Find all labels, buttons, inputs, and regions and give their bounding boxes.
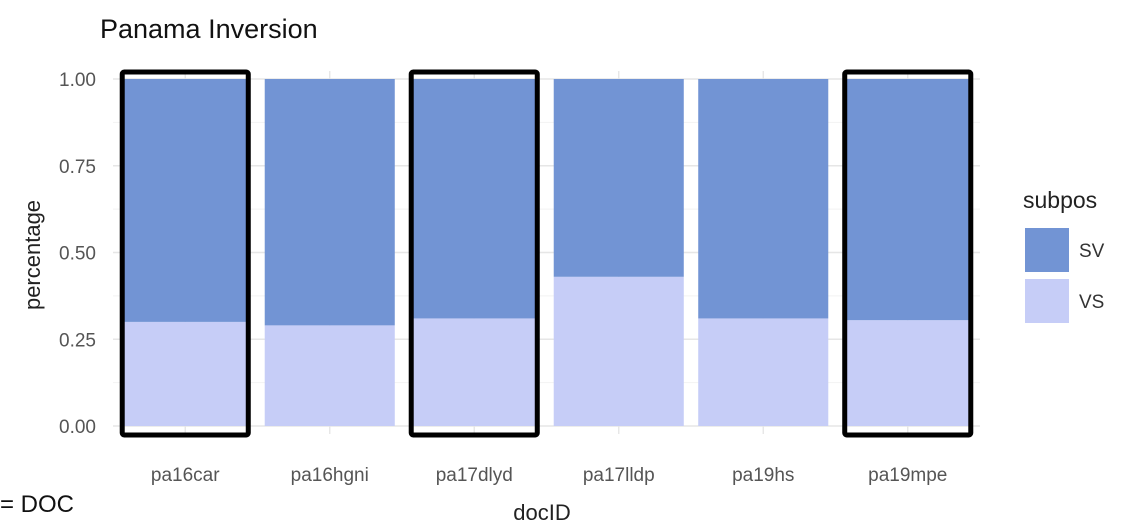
legend-swatch-vs xyxy=(1025,279,1069,323)
x-axis-ticks: pa16car pa16hgni pa17dlyd pa17lldp pa19hs pa1… xyxy=(151,465,947,486)
bar-vs-pa19mpe xyxy=(842,320,973,426)
bar-vs-pa16hgni xyxy=(264,325,395,426)
x-tick-label: pa17lldp xyxy=(583,465,655,486)
highlight-boxes xyxy=(119,69,974,438)
bars xyxy=(120,79,973,426)
x-tick-label: pa16hgni xyxy=(291,465,369,486)
x-tick-label: pa19mpe xyxy=(868,465,947,486)
highlight-box-pa17dlyd xyxy=(408,69,540,438)
x-tick-label: pa16car xyxy=(151,465,220,486)
y-tick-label: 1.00 xyxy=(59,70,96,91)
bar-vs-pa19hs xyxy=(698,318,829,426)
bar-sv-pa19hs xyxy=(698,79,829,319)
legend-label-vs: VS xyxy=(1079,292,1104,313)
y-tick-label: 0.25 xyxy=(59,330,96,351)
y-tick-label: 0.50 xyxy=(59,244,96,265)
x-tick-label: pa17dlyd xyxy=(436,465,513,486)
legend: subpos SV VS xyxy=(1023,187,1105,323)
y-axis-label: percentage xyxy=(20,200,45,310)
bar-vs-pa17dlyd xyxy=(409,318,540,426)
footnote: = DOC xyxy=(0,491,75,518)
y-tick-label: 0.75 xyxy=(59,157,96,178)
highlight-box-pa16car xyxy=(119,69,251,438)
legend-swatch-sv xyxy=(1025,228,1069,272)
bar-sv-pa16car xyxy=(120,79,251,322)
bar-sv-pa16hgni xyxy=(264,79,395,326)
x-tick-label: pa19hs xyxy=(732,465,794,486)
bar-sv-pa17dlyd xyxy=(409,79,540,319)
bar-sv-pa19mpe xyxy=(842,79,973,321)
highlight-box-pa19mpe xyxy=(842,69,974,438)
bar-vs-pa16car xyxy=(120,321,251,426)
legend-title: subpos xyxy=(1023,187,1097,213)
bar-sv-pa17lldp xyxy=(553,79,684,277)
legend-label-sv: SV xyxy=(1079,241,1105,262)
bar-vs-pa17lldp xyxy=(553,276,684,426)
y-axis-ticks: 0.00 0.25 0.50 0.75 1.00 xyxy=(59,70,96,438)
chart-title: Panama Inversion xyxy=(100,14,318,44)
y-tick-label: 0.00 xyxy=(59,417,96,438)
x-axis-label: docID xyxy=(513,500,570,525)
